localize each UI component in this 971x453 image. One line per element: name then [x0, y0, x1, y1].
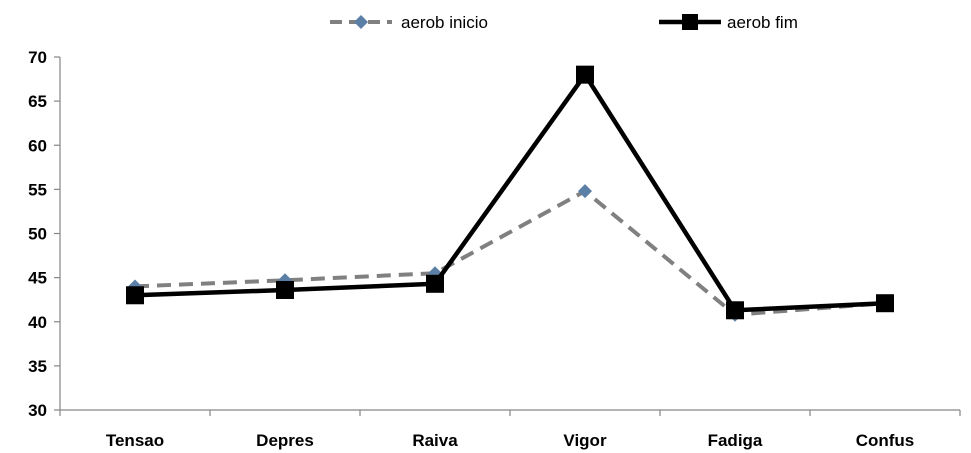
x-tick-label: Confus — [856, 431, 915, 450]
y-tick-label: 30 — [28, 401, 47, 420]
data-point-2 — [726, 301, 744, 320]
legend: aerob inicio aerob fim — [330, 13, 798, 32]
legend-item-1: aerob inicio — [330, 13, 488, 32]
x-tick-label: Depres — [256, 431, 314, 450]
y-tick-label: 55 — [28, 180, 47, 199]
legend-diamond-marker — [354, 15, 368, 29]
x-tick-label: Fadiga — [708, 431, 763, 450]
y-tick-label: 40 — [28, 313, 47, 332]
data-point-1 — [578, 184, 592, 199]
data-point-2 — [426, 274, 444, 293]
y-tick-label: 35 — [28, 357, 47, 376]
y-tick-label: 65 — [28, 92, 47, 111]
series-line-1 — [134, 189, 886, 317]
x-tick-label: Raiva — [412, 431, 458, 450]
y-tick-label: 70 — [28, 48, 47, 67]
data-point-2 — [276, 280, 294, 299]
legend-square-marker — [682, 14, 698, 30]
y-tick-label: 60 — [28, 136, 47, 155]
series-layer — [126, 65, 894, 322]
x-tick-label: Tensao — [106, 431, 164, 450]
axes: 30 35 40 45 50 55 60 65 70 Tensao Depres Raiva Vigor… — [28, 48, 961, 450]
y-tick-label: 50 — [28, 225, 47, 244]
series-line-2 — [134, 72, 886, 313]
data-point-2 — [126, 286, 144, 305]
y-tick-label: 45 — [28, 269, 47, 288]
legend-label: aerob fim — [727, 13, 798, 32]
legend-label: aerob inicio — [401, 13, 488, 32]
legend-item-2: aerob fim — [659, 13, 798, 32]
data-point-2 — [876, 294, 894, 313]
data-point-2 — [576, 65, 594, 84]
x-tick-label: Vigor — [563, 431, 607, 450]
